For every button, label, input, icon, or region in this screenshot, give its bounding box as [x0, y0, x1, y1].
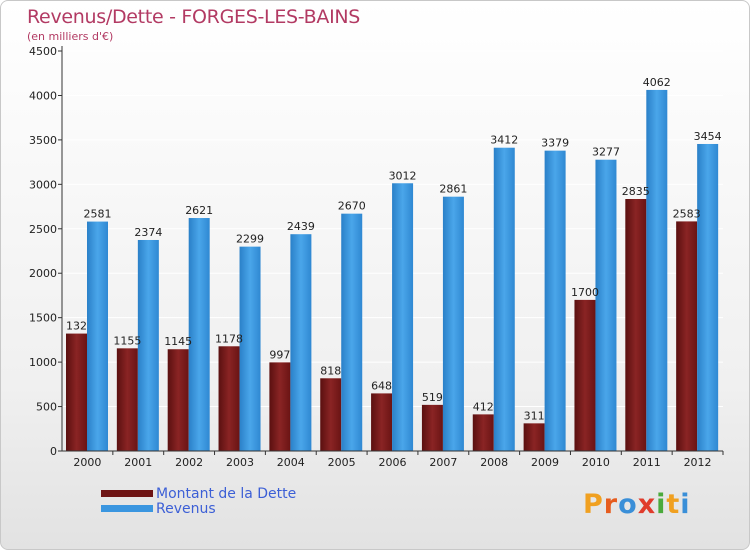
- data-label-dette: 1155: [113, 334, 141, 347]
- data-label-revenus: 3412: [490, 134, 518, 147]
- data-label-dette: 818: [320, 364, 341, 377]
- data-label-revenus: 3277: [592, 146, 620, 159]
- legend-label-dette: Montant de la Dette: [156, 486, 297, 502]
- x-tick-label: 2009: [531, 456, 559, 469]
- data-label-revenus: 2621: [185, 204, 213, 217]
- bar-dette: [218, 346, 240, 451]
- data-label-dette: 1700: [571, 286, 599, 299]
- data-label-revenus: 3454: [694, 130, 722, 143]
- chart-title: Revenus/Dette - FORGES-LES-BAINS: [27, 6, 361, 28]
- x-tick-label: 2007: [429, 456, 457, 469]
- bar-revenus: [442, 196, 464, 451]
- logo-letter: i: [680, 489, 691, 520]
- bar-dette: [523, 423, 545, 451]
- data-labels: 132 2581 1155 2374 1145 2621 1178 2299 997 2439 81…: [66, 76, 722, 422]
- x-tick-label: 2004: [277, 456, 305, 469]
- y-tick-label: 3500: [29, 134, 57, 147]
- bar-dette: [320, 378, 342, 451]
- bar-revenus: [341, 213, 363, 451]
- bar-dette: [66, 333, 87, 451]
- data-label-dette: 132: [66, 320, 87, 333]
- chart-subtitle: (en milliers d'€): [27, 30, 114, 43]
- y-tick-label: 500: [36, 401, 57, 414]
- axes: 0 500 1000 1500 2000 2500 3000 3500 4000 4500 2000…: [29, 45, 724, 469]
- y-tick-label: 2500: [29, 223, 57, 236]
- y-tick-label: 4500: [29, 45, 57, 58]
- x-tick-label: 2000: [73, 456, 101, 469]
- y-tick-label: 1000: [29, 356, 57, 369]
- bar-revenus: [595, 159, 617, 451]
- bar-revenus: [239, 246, 261, 451]
- x-tick-label: 2008: [480, 456, 508, 469]
- bar-revenus: [87, 221, 108, 451]
- data-label-revenus: 4062: [643, 76, 671, 89]
- bar-dette: [472, 414, 494, 451]
- logo-letter: x: [637, 489, 657, 520]
- data-label-dette: 412: [473, 400, 494, 413]
- data-label-dette: 1178: [215, 332, 243, 345]
- y-tick-label: 1500: [29, 312, 57, 325]
- data-label-dette: 2583: [673, 207, 701, 220]
- data-label-dette: 1145: [164, 335, 192, 348]
- bar-revenus: [188, 218, 210, 451]
- x-tick-label: 2002: [175, 456, 203, 469]
- data-label-revenus: 2439: [287, 220, 315, 233]
- x-tick-label: 2010: [582, 456, 610, 469]
- x-tick-label: 2003: [226, 456, 254, 469]
- bar-revenus: [697, 143, 719, 451]
- bars: [66, 89, 719, 451]
- data-label-dette: 311: [524, 409, 545, 422]
- x-tick-label: 2011: [633, 456, 661, 469]
- data-label-revenus: 2581: [84, 208, 112, 221]
- data-label-revenus: 3379: [541, 137, 569, 150]
- x-tick-label: 2001: [124, 456, 152, 469]
- data-label-dette: 648: [371, 379, 392, 392]
- legend-swatch-revenus: [101, 505, 153, 512]
- data-label-revenus: 2861: [439, 183, 467, 196]
- bar-dette: [371, 393, 393, 451]
- bar-revenus: [493, 147, 515, 451]
- y-tick-label: 0: [50, 445, 57, 458]
- x-tick-label: 2005: [328, 456, 356, 469]
- bar-dette: [269, 362, 291, 451]
- data-label-revenus: 3012: [389, 169, 417, 182]
- logo-letter: r: [603, 489, 619, 520]
- bar-revenus: [137, 239, 159, 451]
- bar-revenus: [544, 150, 566, 451]
- data-label-dette: 997: [269, 348, 290, 361]
- y-tick-label: 3000: [29, 178, 57, 191]
- logo-letter: P: [583, 489, 604, 520]
- data-label-revenus: 2299: [236, 233, 264, 246]
- logo-letter: o: [618, 489, 638, 520]
- y-tick-label: 4000: [29, 89, 57, 102]
- bar-dette: [625, 199, 647, 451]
- bar-dette: [167, 349, 189, 451]
- bar-revenus: [290, 234, 312, 451]
- data-label-dette: 519: [422, 391, 443, 404]
- proxiti-logo: Proxiti: [583, 489, 691, 520]
- legend-swatch-dette: [101, 490, 153, 497]
- bar-dette: [574, 299, 596, 451]
- logo-letter: i: [656, 489, 667, 520]
- bar-revenus: [646, 89, 668, 451]
- bar-revenus: [392, 183, 414, 451]
- bar-dette: [421, 404, 443, 451]
- data-label-revenus: 2374: [134, 226, 162, 239]
- bar-dette: [676, 221, 698, 451]
- x-tick-label: 2006: [379, 456, 407, 469]
- data-label-revenus: 2670: [338, 200, 366, 213]
- data-label-dette: 2835: [622, 185, 650, 198]
- legend-label-revenus: Revenus: [156, 501, 216, 517]
- logo-letter: t: [666, 489, 681, 520]
- bar-dette: [116, 348, 138, 451]
- y-tick-label: 2000: [29, 267, 57, 280]
- x-tick-label: 2012: [684, 456, 712, 469]
